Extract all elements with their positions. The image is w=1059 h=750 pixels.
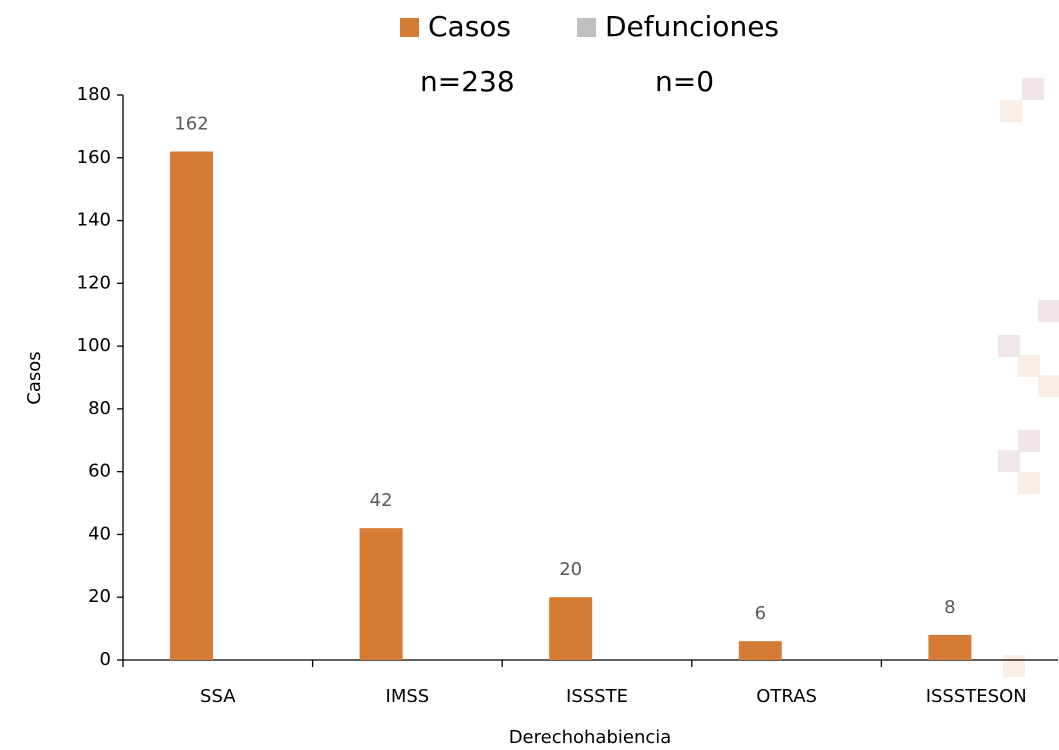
y-tick-label: 20: [88, 586, 111, 607]
x-tick-label: ISSSTESON: [926, 686, 1027, 707]
page: n=238 n=0 Derechohabiencia Casos Casos De…: [0, 0, 1059, 750]
y-tick-label: 160: [77, 147, 111, 168]
data-label: 162: [174, 114, 208, 135]
bar: [739, 641, 782, 660]
legend-label: Defunciones: [605, 10, 779, 43]
y-tick-label: 60: [88, 461, 111, 482]
y-tick-label: 0: [100, 649, 111, 670]
data-label: 20: [559, 559, 582, 580]
y-tick-label: 80: [88, 398, 111, 419]
legend-swatch: [400, 18, 419, 37]
bar: [360, 528, 403, 660]
y-tick-label: 180: [77, 84, 111, 105]
x-tick-label: ISSSTE: [566, 686, 628, 707]
x-tick-label: SSA: [200, 686, 236, 707]
background-decoration: [998, 78, 1059, 677]
data-label: 6: [755, 603, 766, 624]
y-tick-label: 100: [77, 335, 111, 356]
data-label: 8: [944, 597, 955, 618]
legend-label: Casos: [428, 10, 511, 43]
x-axis-title: Derechohabiencia: [509, 727, 672, 748]
y-tick-label: 120: [77, 272, 111, 293]
annotation: n=0: [655, 65, 714, 98]
annotation: n=238: [420, 65, 515, 98]
legend-swatch: [577, 18, 596, 37]
chart: n=238 n=0 Derechohabiencia Casos Casos De…: [0, 0, 1059, 750]
data-label: 42: [370, 490, 393, 511]
y-axis-title: Casos: [24, 351, 45, 404]
y-tick-label: 140: [77, 210, 111, 231]
y-tick-label: 40: [88, 523, 111, 544]
bar: [170, 152, 213, 661]
bar: [549, 597, 592, 660]
x-tick-label: IMSS: [386, 686, 430, 707]
x-tick-label: OTRAS: [756, 686, 817, 707]
bar: [928, 635, 971, 660]
